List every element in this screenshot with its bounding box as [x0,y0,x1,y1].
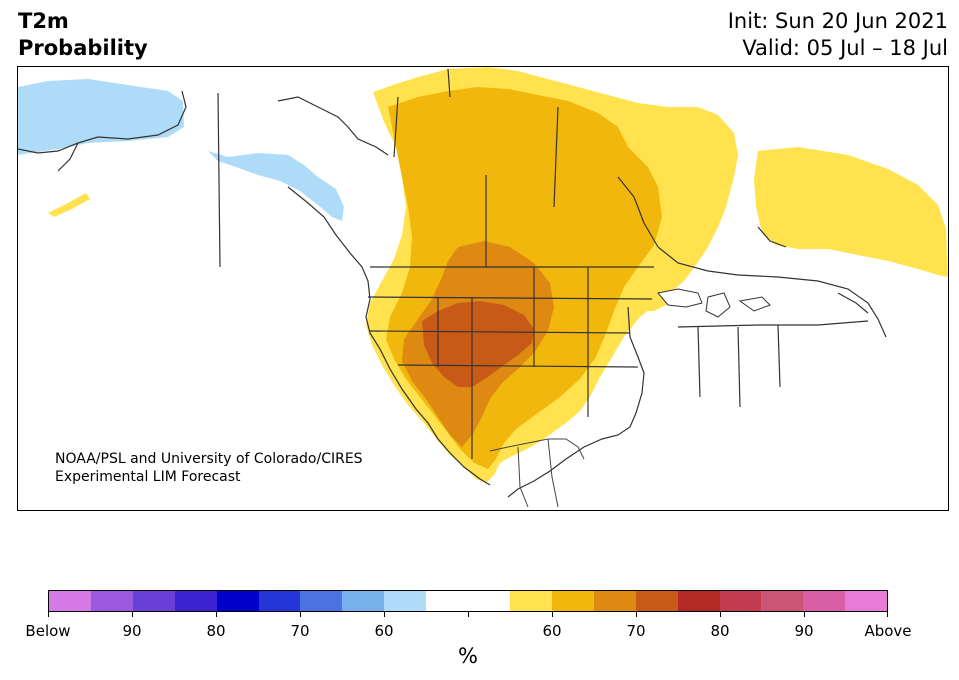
map-boundaries [18,68,887,498]
colorbar-tick-label: 80 [710,622,730,640]
great-lakes [657,288,771,318]
plot-title: T2m Probability [18,8,148,62]
colorbar-segment [803,591,846,611]
colorbar-segment [509,591,552,611]
mexico-boundary [489,438,585,508]
title-line-1: T2m [18,9,69,33]
colorbar-segment [49,591,91,611]
colorbar-segment [761,591,804,611]
credit-line-2: Experimental LIM Forecast [55,469,241,485]
colorbar-unit: % [458,644,478,668]
colorbar-segment [468,591,510,611]
colorbar-segment [258,591,301,611]
colorbar-tick-label: Below [25,622,71,640]
colorbar-tick [468,612,469,617]
colorbar-tick [48,612,49,617]
colorbar-tick-label: 90 [794,622,814,640]
colorbar-tick-label: Above [864,622,912,640]
colorbar-segment [384,591,427,611]
colorbar-tick-label: 60 [374,622,394,640]
probability-map [17,66,949,511]
colorbar-segment [635,591,678,611]
colorbar-segment [719,591,762,611]
credit-text: NOAA/PSL and University of Colorado/CIRE… [55,450,363,486]
colorbar-segment [426,591,469,611]
colorbar-tick [636,612,637,617]
title-line-2: Probability [18,36,148,60]
init-date: Init: Sun 20 Jun 2021 [727,9,948,33]
colorbar-tick-label: 70 [290,622,310,640]
colorbar-tick-label: 80 [206,622,226,640]
yellow-east-canada [754,147,948,277]
bc-blue-region [208,151,344,221]
colorbar [48,590,888,612]
colorbar-segment [677,591,720,611]
colorbar-segment [551,591,594,611]
valid-dates: Valid: 05 Jul – 18 Jul [742,36,948,60]
colorbar-tick-label: 90 [122,622,142,640]
colorbar-segment [342,591,385,611]
colorbar-tick [720,612,721,617]
colorbar-tick-label: 60 [542,622,562,640]
colorbar-tick [300,612,301,617]
colorbar-segment [300,591,343,611]
colorbar-tick [384,612,385,617]
colorbar-segment [90,591,133,611]
forecast-dates: Init: Sun 20 Jun 2021 Valid: 05 Jul – 18… [728,8,948,62]
colorbar-segment [216,591,259,611]
yellow-alaska-tip [48,193,90,217]
colorbar-tick [132,612,133,617]
colorbar-tick [804,612,805,617]
colorbar-labels: Below 90 80 70 60 60 70 80 90 Above [25,622,911,642]
credit-line-1: NOAA/PSL and University of Colorado/CIRE… [55,451,363,467]
colorbar-segment [132,591,175,611]
colorbar-tick-label: 70 [626,622,646,640]
colorbar-tick [887,612,888,617]
colorbar-tick [216,612,217,617]
colorbar-ticks [48,612,888,620]
alaska-blue-region [18,79,184,155]
colorbar-segment [174,591,217,611]
colorbar-segment [845,591,888,611]
colorbar-segment [593,591,636,611]
colorbar-tick [552,612,553,617]
